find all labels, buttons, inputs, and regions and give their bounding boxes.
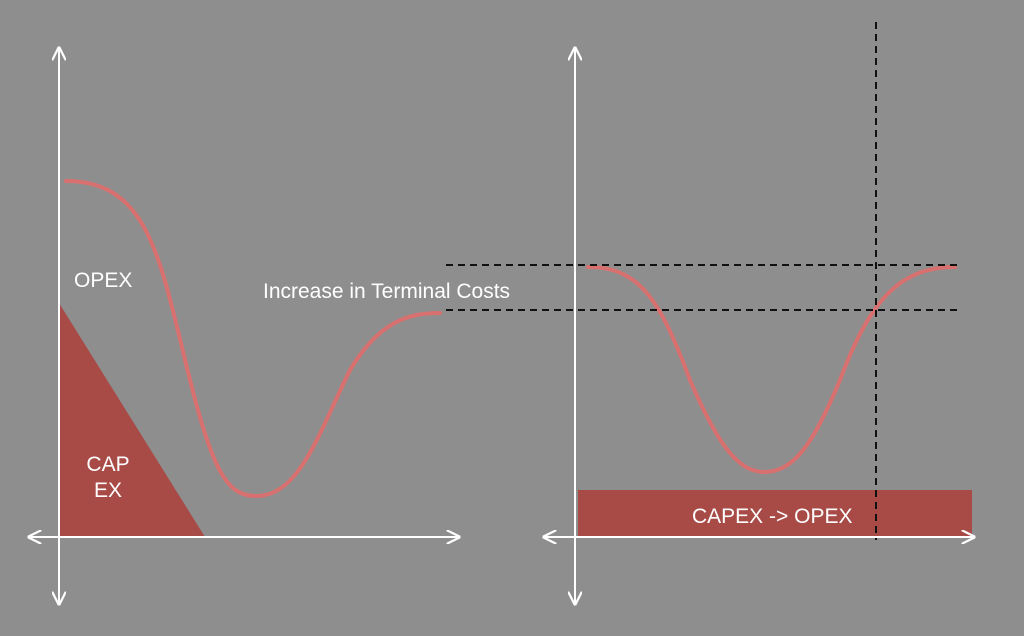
terminal-costs-label: Increase in Terminal Costs [263, 280, 511, 303]
right-cost-curve [586, 265, 957, 475]
capex-label-line2: EX [93, 479, 122, 503]
capex-label-line1: CAP [86, 453, 130, 476]
capex-to-opex-label: CAPEX -> OPEX [692, 505, 853, 528]
capex-opex-bar [578, 490, 972, 537]
capex-triangle [59, 303, 205, 537]
left-cost-curve [64, 179, 442, 499]
opex-label: OPEX [74, 269, 133, 292]
capex-label: CAP EX [84, 452, 132, 505]
